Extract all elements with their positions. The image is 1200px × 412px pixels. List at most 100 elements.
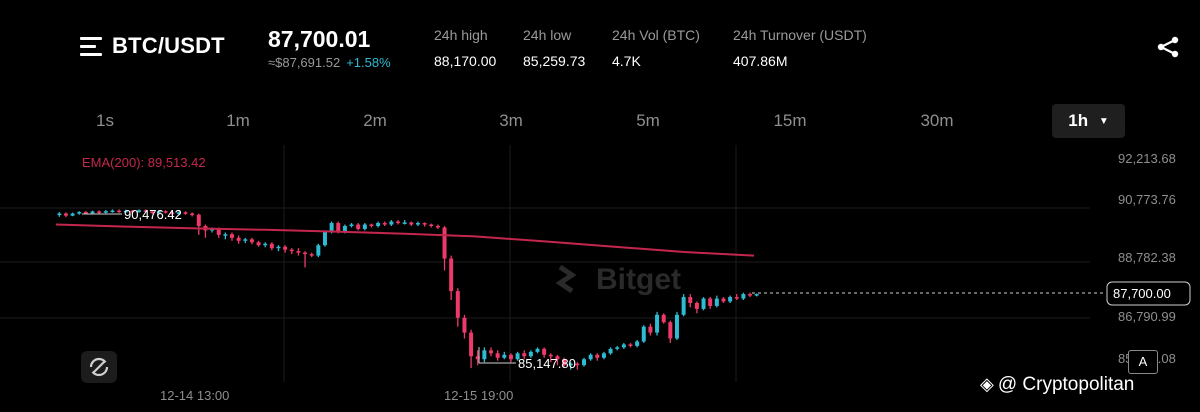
candle-body bbox=[276, 246, 281, 249]
stat-24h-volume: 24h Vol (BTC) 4.7K bbox=[612, 27, 700, 69]
candle-body bbox=[196, 214, 201, 226]
candle-body bbox=[694, 302, 699, 309]
candle-body bbox=[734, 297, 739, 299]
candle-body bbox=[502, 354, 507, 358]
candle-body bbox=[548, 354, 553, 357]
credit-text: @ Cryptopolitan bbox=[997, 374, 1135, 395]
candle-body bbox=[648, 326, 653, 333]
candle-body bbox=[714, 298, 719, 306]
candle-body bbox=[748, 294, 753, 296]
last-price: 87,700.01 bbox=[268, 26, 371, 52]
candle-body bbox=[449, 258, 454, 292]
candle-body bbox=[342, 225, 347, 232]
candle-body bbox=[369, 224, 374, 227]
candle-body bbox=[688, 297, 693, 303]
stat-24h-low: 24h low 85,259.73 bbox=[523, 27, 585, 69]
tab-1h-label: 1h bbox=[1068, 111, 1089, 130]
candle-body bbox=[535, 348, 540, 352]
candle-body bbox=[263, 243, 268, 246]
candle-body bbox=[435, 225, 440, 228]
candle-body bbox=[170, 212, 175, 215]
candle-body bbox=[455, 291, 460, 318]
candle-body bbox=[754, 294, 759, 296]
candle-body bbox=[303, 252, 308, 255]
diamond-logo-icon: ◈ bbox=[980, 374, 994, 394]
tab-1h[interactable]: 1h ▼ bbox=[1052, 104, 1125, 138]
auto-scale-button[interactable]: A bbox=[1128, 350, 1158, 374]
candle-body bbox=[70, 213, 75, 216]
candle-body bbox=[542, 348, 547, 355]
candle-body bbox=[382, 223, 387, 225]
stat-value: 4.7K bbox=[612, 53, 641, 69]
candle-body bbox=[77, 212, 82, 214]
candle-body bbox=[628, 344, 633, 346]
candle-body bbox=[349, 224, 354, 227]
candle-body bbox=[575, 363, 580, 366]
candle-body bbox=[402, 222, 407, 224]
low-price-label: 85,147.80 bbox=[518, 356, 576, 371]
menu-icon[interactable] bbox=[80, 36, 102, 58]
fiat-price-line: ≈$87,691.52 +1.58% bbox=[268, 55, 391, 70]
candle-body bbox=[376, 223, 381, 226]
candle-body bbox=[708, 298, 713, 306]
candle-body bbox=[309, 254, 314, 256]
candle-body bbox=[329, 223, 334, 232]
candle-body bbox=[588, 354, 593, 360]
candle-body bbox=[422, 223, 427, 225]
candle-body bbox=[190, 213, 195, 216]
tab-2m[interactable]: 2m bbox=[363, 111, 387, 130]
candle-body bbox=[322, 231, 327, 246]
candle-body bbox=[176, 212, 181, 215]
candle-body bbox=[256, 242, 261, 246]
tab-3m[interactable]: 3m bbox=[499, 111, 523, 130]
candle-body bbox=[389, 221, 394, 225]
candle-body bbox=[482, 350, 487, 360]
tab-5m[interactable]: 5m bbox=[636, 111, 660, 130]
candle-body bbox=[396, 221, 401, 224]
tab-1s[interactable]: 1s bbox=[96, 111, 114, 130]
candle-body bbox=[429, 224, 434, 227]
share-icon[interactable] bbox=[1156, 36, 1180, 58]
y-tick-label: 90,773.76 bbox=[1118, 192, 1176, 207]
candle-body bbox=[489, 350, 494, 354]
credit-watermark: ◈ @ Cryptopolitan bbox=[980, 374, 1134, 396]
pair-selector[interactable]: BTC/USDT bbox=[112, 33, 225, 58]
candle-body bbox=[582, 359, 586, 366]
tab-30m[interactable]: 30m bbox=[920, 111, 954, 130]
price-chart[interactable]: Bitget EMA(200): 89,513.42 92,213.68 90,773… bbox=[0, 145, 1200, 412]
candle-body bbox=[243, 239, 248, 241]
candle-body bbox=[555, 356, 560, 360]
y-tick-label: 92,213.68 bbox=[1118, 151, 1176, 166]
candle-body bbox=[90, 211, 95, 214]
candle-body bbox=[83, 212, 88, 214]
candle-body bbox=[442, 227, 447, 259]
candle-body bbox=[156, 211, 161, 213]
candle-body bbox=[681, 297, 686, 315]
candle-body bbox=[621, 344, 626, 348]
ema-label: EMA(200): 89,513.42 bbox=[82, 155, 206, 170]
caret-down-icon: ▼ bbox=[1098, 116, 1109, 127]
stat-label: 24h low bbox=[523, 27, 572, 43]
candle-body bbox=[674, 314, 679, 339]
candle-body bbox=[528, 351, 533, 357]
candle-body bbox=[316, 245, 321, 256]
bitget-logo-icon bbox=[555, 264, 577, 294]
candle-body bbox=[123, 210, 128, 213]
candle-body bbox=[183, 212, 188, 214]
candle-body bbox=[362, 224, 367, 229]
replay-button[interactable] bbox=[81, 351, 117, 383]
candle-body bbox=[143, 210, 148, 212]
candle-body bbox=[289, 249, 294, 252]
current-price-label: 87,700.00 bbox=[1113, 286, 1171, 301]
candle-body bbox=[137, 210, 142, 213]
refresh-icon bbox=[89, 357, 109, 377]
stat-label: 24h high bbox=[434, 27, 488, 43]
tab-15m[interactable]: 15m bbox=[773, 111, 807, 130]
stat-24h-turnover: 24h Turnover (USDT) 407.86M bbox=[733, 27, 867, 69]
tab-1m[interactable]: 1m bbox=[226, 111, 250, 130]
candle-body bbox=[249, 239, 254, 243]
timeframe-tabs: 1s 1m 2m 3m 5m 15m 30m 1h ▼ bbox=[0, 104, 1200, 138]
stat-label: 24h Vol (BTC) bbox=[612, 27, 700, 43]
candle-body bbox=[508, 354, 513, 360]
x-tick-label: 12-15 19:00 bbox=[444, 388, 513, 403]
